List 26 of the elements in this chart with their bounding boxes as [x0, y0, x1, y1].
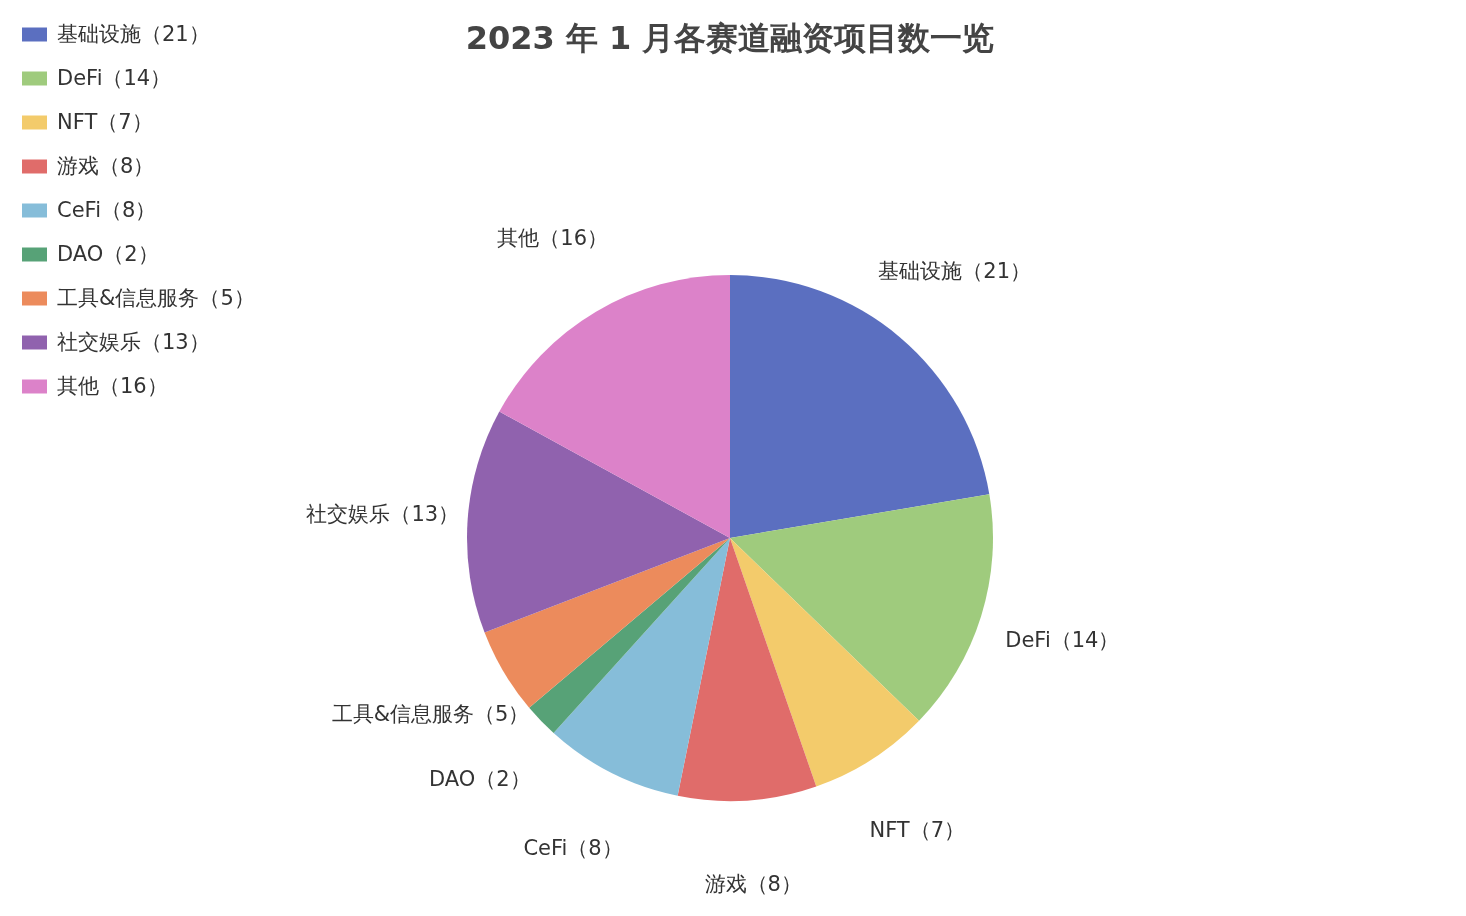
- pie-slice: [730, 494, 993, 721]
- legend-label: 其他（16）: [57, 373, 168, 398]
- legend-label: DeFi（14）: [57, 65, 172, 90]
- slice-label: 工具&信息服务（5）: [331, 702, 530, 727]
- slice-label: 基础设施（21）: [878, 259, 1032, 284]
- pie-slice: [467, 411, 730, 633]
- legend-label: NFT（7）: [57, 109, 153, 134]
- slice-label: DAO（2）: [429, 766, 531, 791]
- pie-slice: [677, 538, 817, 801]
- pie-slice: [730, 538, 920, 787]
- legend-label: 游戏（8）: [57, 153, 155, 178]
- slice-label: 游戏（8）: [704, 872, 802, 897]
- legend-label: 基础设施（21）: [57, 21, 210, 46]
- slice-label: NFT（7）: [869, 818, 966, 843]
- pie-slice: [529, 538, 730, 734]
- slice-label: CeFi（8）: [523, 835, 623, 860]
- slice-label: DeFi（14）: [1005, 628, 1120, 653]
- legend-label: DAO（2）: [57, 241, 159, 266]
- slice-label: 社交娱乐（13）: [306, 501, 460, 526]
- slice-label: 其他（16）: [497, 225, 609, 250]
- chart-title: 2023 年 1 月各赛道融资项目数一览: [465, 19, 995, 57]
- pie-slice: [553, 538, 730, 796]
- pie-slice: [499, 275, 730, 538]
- legend-label: CeFi（8）: [57, 197, 157, 222]
- legend-label: 社交娱乐（13）: [57, 329, 210, 354]
- legend-label: 工具&信息服务（5）: [57, 285, 255, 310]
